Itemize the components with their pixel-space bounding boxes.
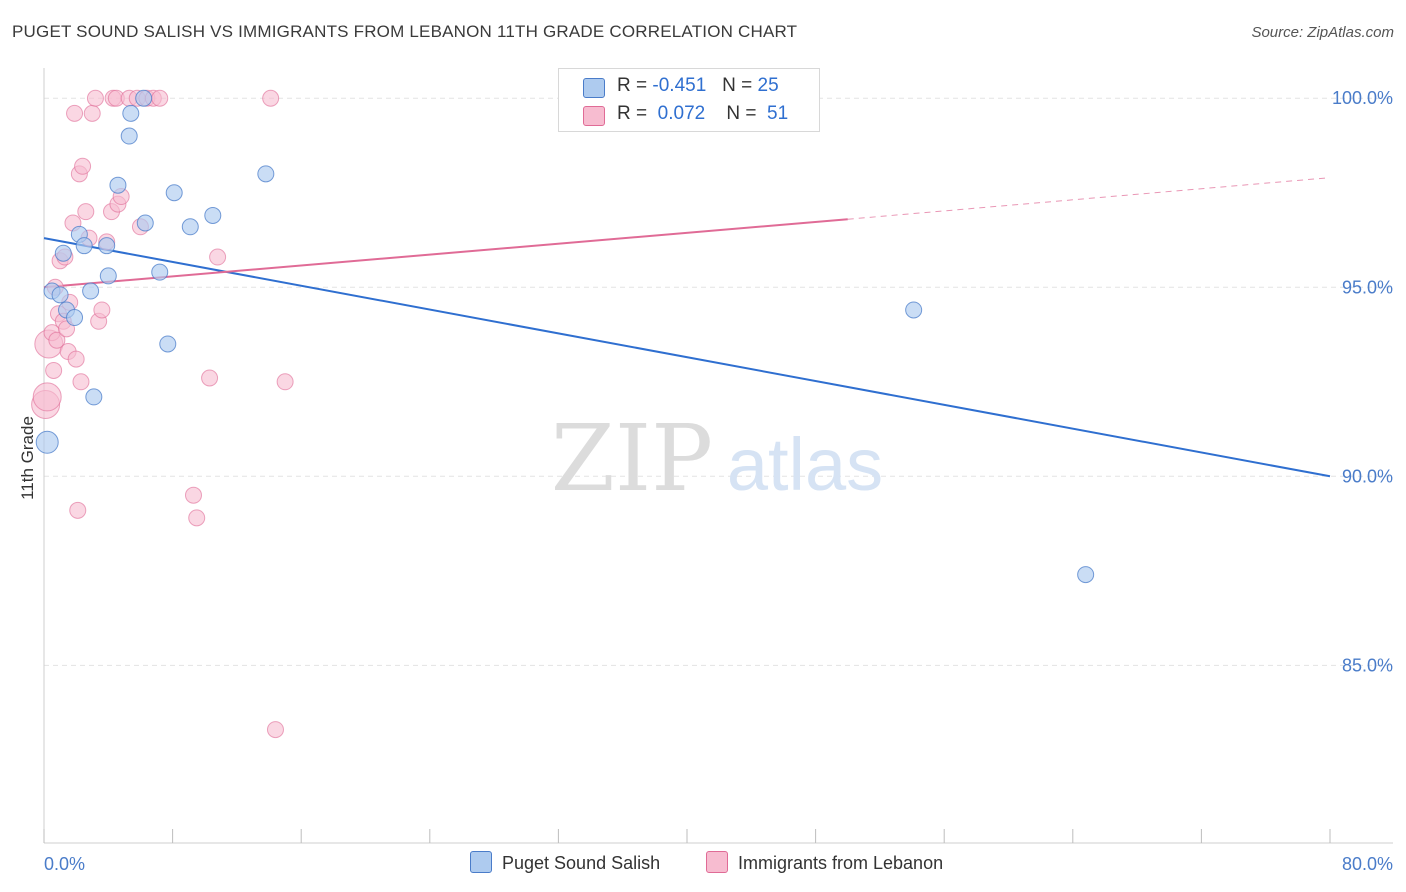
point-lebanon — [66, 104, 84, 122]
point-salish — [165, 184, 183, 202]
y-tick-label: 100.0% — [1332, 88, 1393, 108]
source-label: Source: ZipAtlas.com — [1251, 24, 1394, 41]
point-lebanon — [67, 350, 85, 368]
axes — [43, 68, 1393, 844]
n-value-salish: 25 — [757, 75, 779, 96]
point-lebanon — [77, 203, 95, 221]
point-lebanon — [72, 373, 90, 391]
point-lebanon — [184, 486, 202, 504]
point-lebanon — [69, 501, 87, 519]
watermark-atlas: atlas — [727, 423, 883, 506]
point-salish — [136, 214, 154, 232]
y-axis-title: 11th Grade — [18, 416, 37, 500]
n-value-lebanon: 51 — [767, 103, 789, 124]
legend-swatch-pink — [583, 106, 605, 126]
point-salish — [85, 388, 103, 406]
point-lebanon — [276, 373, 294, 391]
point-lebanon — [151, 89, 169, 107]
stats-legend: R = -0.451 N = 25 R = 0.072 N = 51 — [558, 68, 820, 132]
y-tick-label: 95.0% — [1342, 277, 1393, 297]
point-salish — [66, 309, 84, 327]
point-salish — [1077, 566, 1095, 584]
point-salish — [54, 244, 72, 262]
legend-swatch-salish — [470, 851, 492, 873]
point-lebanon — [188, 509, 206, 527]
y-tick-label: 85.0% — [1342, 655, 1393, 675]
point-lebanon — [74, 157, 92, 175]
chart-title: PUGET SOUND SALISH VS IMMIGRANTS FROM LE… — [12, 22, 798, 41]
trend-line-lebanon-extension — [847, 177, 1331, 220]
point-salish — [204, 206, 222, 224]
legend-item-salish: Puget Sound Salish — [470, 851, 660, 874]
point-salish — [75, 237, 93, 255]
point-salish — [51, 286, 69, 304]
point-salish — [35, 430, 59, 454]
point-lebanon — [209, 248, 227, 266]
point-salish — [82, 282, 100, 300]
legend-row-salish: R = -0.451 N = 25 — [559, 73, 819, 101]
point-lebanon — [262, 89, 280, 107]
legend-swatch-lebanon — [706, 851, 728, 873]
point-salish — [159, 335, 177, 353]
point-salish — [109, 176, 127, 194]
point-salish — [257, 165, 275, 183]
point-lebanon — [201, 369, 219, 387]
point-lebanon — [93, 301, 111, 319]
trend-line-salish — [43, 237, 1331, 478]
point-salish — [135, 89, 153, 107]
watermark-zip: ZIP — [551, 405, 713, 512]
legend-row-lebanon: R = 0.072 N = 51 — [559, 101, 819, 129]
point-salish — [151, 263, 169, 281]
watermark: ZIP atlas — [551, 405, 883, 512]
point-lebanon — [86, 89, 104, 107]
point-salish — [122, 104, 140, 122]
grid-lines — [44, 97, 1393, 666]
point-salish — [181, 218, 199, 236]
point-lebanon — [83, 104, 101, 122]
point-lebanon — [48, 331, 66, 349]
point-salish — [99, 267, 117, 285]
point-salish — [98, 237, 116, 255]
point-salish — [905, 301, 923, 319]
point-lebanon — [32, 382, 62, 412]
trend-line-lebanon — [43, 218, 848, 289]
legend-item-lebanon: Immigrants from Lebanon — [706, 851, 943, 874]
trend-lines — [43, 177, 1331, 478]
r-value-salish: -0.451 — [652, 75, 707, 96]
point-lebanon — [266, 721, 284, 739]
point-lebanon — [45, 361, 63, 379]
x-tick-label-max: 80.0% — [1342, 854, 1393, 874]
y-tick-label: 90.0% — [1342, 466, 1393, 486]
r-value-lebanon: 0.072 — [657, 103, 706, 124]
y-tick-labels: 85.0% 90.0% 95.0% 100.0% — [1332, 88, 1393, 675]
x-tick-label-min: 0.0% — [44, 854, 85, 874]
data-points — [31, 89, 1095, 739]
point-salish — [120, 127, 138, 145]
legend-swatch-blue — [583, 78, 605, 98]
